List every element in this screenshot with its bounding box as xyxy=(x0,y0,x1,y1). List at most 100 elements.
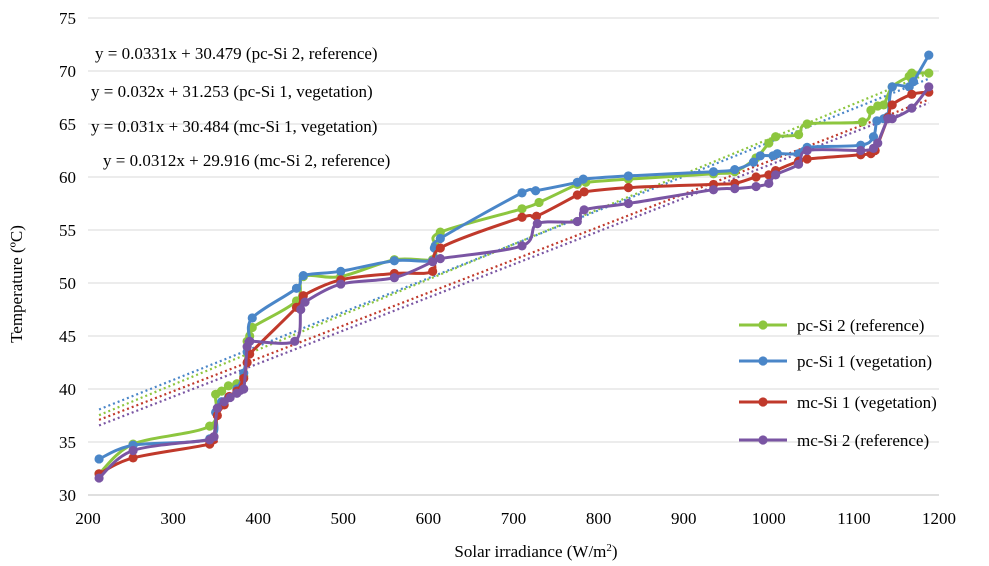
data-point xyxy=(623,183,633,193)
data-point xyxy=(708,167,719,177)
data-point xyxy=(623,171,633,181)
data-point xyxy=(793,130,804,140)
data-point xyxy=(771,170,781,180)
legend-item: pc-Si 1 (vegetation) xyxy=(739,352,932,371)
data-point xyxy=(924,82,934,92)
data-point xyxy=(223,381,234,391)
data-point xyxy=(924,68,934,78)
data-point xyxy=(623,198,633,209)
data-point xyxy=(435,254,445,264)
data-point xyxy=(245,336,255,346)
trend-equation: y = 0.031x + 30.484 (mc-Si 1, vegetation… xyxy=(91,117,377,136)
data-point xyxy=(205,421,215,431)
data-point xyxy=(578,174,588,184)
data-point xyxy=(389,273,399,283)
data-point xyxy=(764,170,774,180)
data-point xyxy=(290,336,300,346)
equation-layer: y = 0.0331x + 30.479 (pc-Si 2, reference… xyxy=(91,44,390,170)
x-axis-title: Solar irradiance (W/m2) xyxy=(454,542,617,561)
legend-marker xyxy=(758,356,768,366)
data-point xyxy=(802,145,812,156)
legend-label: mc-Si 2 (reference) xyxy=(797,431,929,450)
data-point xyxy=(247,313,257,323)
data-point xyxy=(579,205,589,215)
data-point xyxy=(751,181,761,192)
legend-label: pc-Si 2 (reference) xyxy=(797,316,924,335)
data-point xyxy=(755,151,765,161)
data-point xyxy=(128,445,138,456)
data-point xyxy=(907,103,917,113)
data-point xyxy=(296,304,306,315)
data-point xyxy=(802,119,812,129)
trend-equation: y = 0.0312x + 29.916 (mc-Si 2, reference… xyxy=(103,151,390,170)
data-point xyxy=(579,187,589,197)
y-tick-label: 70 xyxy=(59,62,76,81)
trendline-4 xyxy=(98,101,930,427)
x-tick-label: 1000 xyxy=(752,509,786,528)
x-axis-title-main: Solar irradiance (W/m xyxy=(454,542,606,561)
data-point xyxy=(907,89,917,99)
data-point xyxy=(532,219,542,229)
legend-item: pc-Si 2 (reference) xyxy=(739,316,924,335)
x-axis-title-superscript: 2 xyxy=(606,542,612,554)
data-point xyxy=(389,256,399,266)
data-point xyxy=(764,178,774,188)
data-point xyxy=(793,159,804,169)
data-point xyxy=(887,100,897,110)
y-tick-label: 65 xyxy=(59,115,76,134)
data-point xyxy=(531,211,542,221)
data-point xyxy=(907,68,917,78)
x-tick-label: 500 xyxy=(331,509,357,528)
y-tick-label: 55 xyxy=(59,221,76,240)
data-point xyxy=(924,50,934,60)
y-tick-label: 75 xyxy=(59,9,76,28)
data-point xyxy=(879,100,889,110)
data-point xyxy=(212,403,222,413)
x-tick-label: 200 xyxy=(75,509,101,528)
series-line xyxy=(98,54,931,461)
data-point xyxy=(873,138,883,148)
y-tick-label: 40 xyxy=(59,380,76,399)
data-point xyxy=(232,388,242,398)
data-point xyxy=(517,188,527,198)
y-axis-title: Temperature (ºC) xyxy=(7,225,26,343)
series-4 xyxy=(94,82,934,483)
data-point xyxy=(908,77,919,87)
data-point xyxy=(336,279,346,289)
x-tick-label: 1200 xyxy=(922,509,956,528)
y-tick-label: 60 xyxy=(59,168,76,187)
y-tick-label: 30 xyxy=(59,486,76,505)
legend-label: pc-Si 1 (vegetation) xyxy=(797,352,932,371)
data-point xyxy=(531,186,541,196)
data-point xyxy=(128,453,138,463)
legend: pc-Si 2 (reference) pc-Si 1 (vegetation) m… xyxy=(739,316,937,450)
data-point xyxy=(239,384,249,394)
data-point xyxy=(298,270,308,281)
data-point xyxy=(887,114,897,124)
data-point xyxy=(225,392,235,403)
data-point xyxy=(435,227,445,237)
data-point xyxy=(300,297,310,307)
data-point xyxy=(435,243,445,253)
trend-equation: y = 0.032x + 31.253 (pc-Si 1, vegetation… xyxy=(91,82,373,101)
data-point xyxy=(771,132,781,142)
data-point xyxy=(291,283,302,293)
data-point xyxy=(534,197,544,208)
data-point xyxy=(730,184,740,194)
data-point xyxy=(856,145,866,156)
data-point xyxy=(866,105,876,115)
x-tick-label: 600 xyxy=(416,509,442,528)
y-tick-label: 45 xyxy=(59,327,76,346)
data-point xyxy=(764,138,774,148)
data-point xyxy=(857,117,868,127)
data-point xyxy=(802,154,812,164)
y-tick-label: 50 xyxy=(59,274,76,293)
series-layer xyxy=(94,50,934,483)
y-tick-label: 35 xyxy=(59,433,76,452)
data-point xyxy=(708,185,719,195)
data-point xyxy=(572,216,582,227)
trend-equation: y = 0.0331x + 30.479 (pc-Si 2, reference… xyxy=(95,44,378,63)
x-tick-label: 400 xyxy=(245,509,271,528)
x-tick-label: 300 xyxy=(160,509,186,528)
